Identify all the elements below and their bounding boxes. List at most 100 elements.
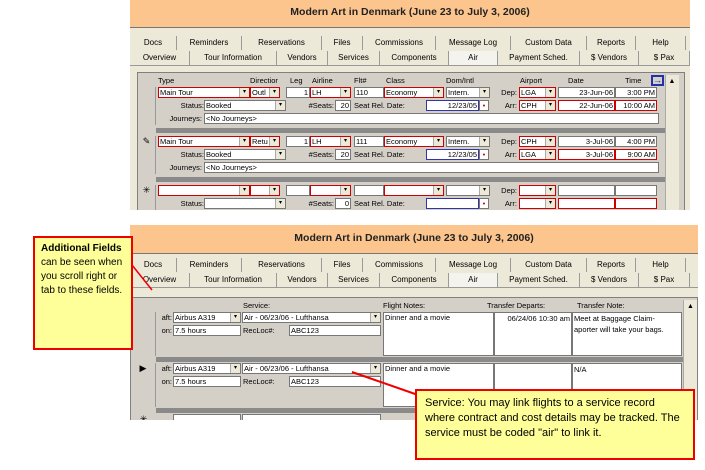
dropdown-arrow-icon[interactable]: ▾ xyxy=(340,186,350,195)
dropdown-arrow-icon[interactable]: ▾ xyxy=(340,137,350,146)
flight-number-field[interactable] xyxy=(354,185,384,196)
tab-custom-data[interactable]: Custom Data xyxy=(511,36,587,50)
direction-select[interactable]: ▾ xyxy=(250,185,280,196)
tab-services[interactable]: Services xyxy=(328,273,380,287)
transfer-departs-field[interactable]: 06/24/06 10:30 am xyxy=(494,312,572,356)
recloc-field[interactable]: ABC123 xyxy=(289,325,381,336)
dep-airport-select[interactable]: CPH ▾ xyxy=(519,136,556,147)
type-select[interactable]: Main Tour ▾ xyxy=(158,87,250,98)
dropdown-arrow-icon[interactable]: ▾ xyxy=(433,186,443,195)
recloc-field[interactable]: ABC123 xyxy=(289,376,381,387)
scroll-up-icon[interactable]: ▲ xyxy=(687,303,694,310)
tab-dollar-pax[interactable]: $ Pax xyxy=(639,51,690,65)
status-select[interactable]: ▾ xyxy=(204,198,286,209)
dom-intl-select[interactable]: ▾ xyxy=(446,185,490,196)
dropdown-arrow-icon[interactable]: ▾ xyxy=(545,186,555,195)
dropdown-arrow-icon[interactable]: ▾ xyxy=(239,88,249,97)
dropdown-arrow-icon[interactable]: ▾ xyxy=(370,313,380,322)
tab-payment-sched-[interactable]: Payment Sched. xyxy=(498,273,580,287)
tab-tour-information[interactable]: Tour Information xyxy=(190,273,277,287)
service-select[interactable]: Air - 06/23/06 - Lufthansa ▾ xyxy=(242,312,381,323)
seat-release-date-field[interactable]: 12/23/05 xyxy=(426,100,479,111)
dropdown-arrow-icon[interactable]: ▾ xyxy=(340,88,350,97)
leg-field[interactable]: 1 xyxy=(286,136,310,147)
flight-number-field[interactable]: 111 xyxy=(354,136,384,147)
tab-files[interactable]: Files xyxy=(322,258,363,272)
tab-components[interactable]: Components xyxy=(380,51,449,65)
seats-field[interactable]: 0 xyxy=(335,198,351,209)
tab-dollar-vendors[interactable]: $ Vendors xyxy=(580,273,639,287)
aircraft-select[interactable]: Airbus A319 ▾ xyxy=(173,363,241,374)
seats-field[interactable]: 20 xyxy=(335,100,351,111)
tab-commissions[interactable]: Commissions xyxy=(363,258,436,272)
dom-intl-select[interactable]: Intern. ▾ xyxy=(446,87,490,98)
dropdown-arrow-icon[interactable]: ▾ xyxy=(545,88,555,97)
tab-message-log[interactable]: Message Log xyxy=(436,36,511,50)
class-select[interactable]: Economy ▾ xyxy=(384,136,444,147)
seat-release-date-field[interactable]: 12/23/05 xyxy=(426,149,479,160)
class-select[interactable]: ▾ xyxy=(384,185,444,196)
tab-vendors[interactable]: Vendors xyxy=(277,51,328,65)
journeys-field[interactable]: <No Journeys> xyxy=(204,113,659,124)
dropdown-arrow-icon[interactable]: ▾ xyxy=(545,199,555,208)
tab-air[interactable]: Air xyxy=(449,273,498,287)
tab-help[interactable]: Help xyxy=(636,36,686,50)
dropdown-arrow-icon[interactable]: ▾ xyxy=(239,186,249,195)
tab-reports[interactable]: Reports xyxy=(587,36,636,50)
tab-reservations[interactable]: Reservations xyxy=(242,258,322,272)
aircraft-select-new[interactable] xyxy=(173,414,241,420)
arr-airport-select[interactable]: CPH ▾ xyxy=(519,100,556,111)
vertical-scrollbar[interactable] xyxy=(665,75,679,210)
dep-date-field[interactable]: 23-Jun-06 xyxy=(558,87,615,98)
tab-overview[interactable]: Overview xyxy=(130,273,190,287)
dep-time-field[interactable] xyxy=(615,185,657,196)
dropdown-arrow-icon[interactable]: ▾ xyxy=(433,88,443,97)
type-select[interactable]: ▾ xyxy=(158,185,250,196)
dep-date-field[interactable] xyxy=(558,185,615,196)
dep-time-field[interactable]: 4:00 PM xyxy=(615,136,657,147)
tab-reports[interactable]: Reports xyxy=(587,258,636,272)
dep-date-field[interactable]: 3-Jul-06 xyxy=(558,136,615,147)
arr-date-field[interactable]: 22-Jun-06 xyxy=(558,100,615,111)
dropdown-arrow-icon[interactable]: ▾ xyxy=(545,150,555,159)
dropdown-arrow-icon[interactable]: ▾ xyxy=(269,186,279,195)
tab-vendors[interactable]: Vendors xyxy=(277,273,328,287)
status-select[interactable]: Booked ▾ xyxy=(204,149,286,160)
tab-reminders[interactable]: Reminders xyxy=(177,36,242,50)
record-selector[interactable] xyxy=(138,87,156,125)
record-selector[interactable]: ✎ xyxy=(138,136,156,174)
class-select[interactable]: Economy ▾ xyxy=(384,87,444,98)
arr-airport-select[interactable]: ▾ xyxy=(519,198,556,209)
calendar-button[interactable]: • xyxy=(479,198,489,209)
tab-air[interactable]: Air xyxy=(449,51,498,65)
tab-docs[interactable]: Docs xyxy=(130,258,177,272)
tab-custom-data[interactable]: Custom Data xyxy=(511,258,587,272)
calendar-button[interactable]: • xyxy=(479,100,489,111)
dropdown-arrow-icon[interactable]: ▾ xyxy=(433,137,443,146)
dropdown-arrow-icon[interactable]: ▾ xyxy=(545,101,555,110)
dropdown-arrow-icon[interactable]: ▾ xyxy=(239,137,249,146)
duration-field[interactable]: 7.5 hours xyxy=(173,325,241,336)
type-select[interactable]: Main Tour ▾ xyxy=(158,136,250,147)
direction-select[interactable]: Outl ▾ xyxy=(250,87,280,98)
arr-time-field[interactable]: 10:00 AM xyxy=(615,100,657,111)
record-selector[interactable]: ✳ xyxy=(138,185,156,210)
tab-components[interactable]: Components xyxy=(380,273,449,287)
status-select[interactable]: Booked ▾ xyxy=(204,100,286,111)
record-selector[interactable] xyxy=(131,312,156,356)
dropdown-arrow-icon[interactable]: ▾ xyxy=(275,199,285,208)
dropdown-arrow-icon[interactable]: ▾ xyxy=(269,88,279,97)
journeys-field[interactable]: <No Journeys> xyxy=(204,162,659,173)
dropdown-arrow-icon[interactable]: ▾ xyxy=(230,313,240,322)
dropdown-arrow-icon[interactable]: ▾ xyxy=(275,150,285,159)
dropdown-arrow-icon[interactable]: ▾ xyxy=(370,364,380,373)
dropdown-arrow-icon[interactable]: ▾ xyxy=(479,88,489,97)
seat-release-date-field[interactable] xyxy=(426,198,479,209)
tab-dollar-vendors[interactable]: $ Vendors xyxy=(580,51,639,65)
scroll-right-arrow-icon[interactable]: → xyxy=(651,75,664,86)
calendar-button[interactable]: • xyxy=(479,149,489,160)
airline-select[interactable]: LH ▾ xyxy=(310,87,351,98)
flight-number-field[interactable]: 110 xyxy=(354,87,384,98)
arr-time-field[interactable] xyxy=(615,198,657,209)
tab-message-log[interactable]: Message Log xyxy=(436,258,511,272)
